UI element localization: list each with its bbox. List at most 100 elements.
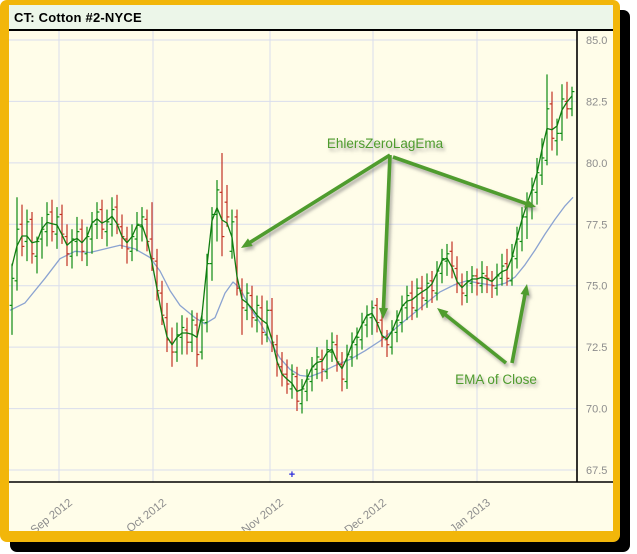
ohlc-bar xyxy=(564,81,570,119)
x-axis-label: Dec 2012 xyxy=(343,497,389,531)
annotation-label: EhlersZeroLagEma xyxy=(327,136,444,151)
ohlc-bar xyxy=(569,86,575,117)
ohlc-bar xyxy=(94,202,100,240)
grid-lines xyxy=(9,31,577,482)
ohlc-bar xyxy=(499,253,505,286)
crosshair-plus-marker: + xyxy=(289,469,295,481)
ohlc-bar xyxy=(154,248,160,301)
annotation-arrow-line xyxy=(392,155,529,206)
ohlc-bar xyxy=(549,91,555,151)
ohlc-bar xyxy=(174,322,180,362)
window-title: CT: Cotton #2-NYCE xyxy=(14,9,142,25)
ehlers-zero-lag-ema-line xyxy=(11,95,573,393)
ohlc-bars xyxy=(9,74,575,414)
ohlc-bar xyxy=(229,209,235,259)
x-axis-label: Nov 2012 xyxy=(240,497,286,531)
y-axis-label: 77.5 xyxy=(586,219,607,231)
ohlc-bar xyxy=(89,212,95,254)
annotation-ehlerszerolagema: EhlersZeroLagEma xyxy=(241,136,536,319)
annotation-arrow-head xyxy=(524,199,536,208)
ohlc-bar xyxy=(514,226,520,269)
x-axis-label: Oct 2012 xyxy=(125,497,169,531)
annotation-arrow-head xyxy=(437,308,449,319)
ohlc-bar xyxy=(389,320,395,355)
chart-window-inner: CT: Cotton #2-NYCE 85.0 82.5 80.0 77.5 75.0 7… xyxy=(9,5,613,531)
ohlc-bar xyxy=(444,243,450,276)
ohlc-bar xyxy=(504,248,510,286)
date-axis-labels: Sep 2012 Oct 2012 Nov 2012 Dec 2012 Jan 2013 xyxy=(29,497,493,531)
ohlc-bar xyxy=(39,216,45,259)
annotation-label: EMA of Close xyxy=(455,372,537,387)
ohlc-bar xyxy=(559,84,565,141)
y-axis-label: 67.5 xyxy=(586,465,607,477)
ohlc-bar xyxy=(289,364,295,399)
ohlc-bar xyxy=(329,332,335,362)
annotation-arrow-head xyxy=(378,307,388,319)
ohlc-bar xyxy=(399,295,405,333)
y-axis-label: 75.0 xyxy=(586,281,607,293)
ohlc-bar xyxy=(29,212,35,264)
ohlc-bar xyxy=(364,305,370,338)
ohlc-bar xyxy=(319,349,325,382)
ohlc-bar xyxy=(44,202,50,247)
ohlc-bar xyxy=(99,199,105,240)
chart-window: CT: Cotton #2-NYCE 85.0 82.5 80.0 77.5 75.0 7… xyxy=(0,0,620,542)
ohlc-bar xyxy=(49,199,55,242)
ohlc-bar xyxy=(124,226,130,264)
ohlc-bar xyxy=(189,310,195,353)
ohlc-bar xyxy=(424,273,430,308)
x-axis-label: Sep 2012 xyxy=(29,497,75,531)
ohlc-bar xyxy=(414,278,420,318)
ohlc-bar xyxy=(54,207,60,249)
ohlc-bar xyxy=(539,138,545,185)
price-chart-canvas[interactable]: 85.0 82.5 80.0 77.5 75.0 72.5 70.0 67.5 Sep 2012… xyxy=(9,31,613,531)
annotation-arrow-line xyxy=(381,154,392,311)
annotation-arrow-head xyxy=(520,284,530,296)
ohlc-bar xyxy=(474,268,480,296)
ohlc-bar xyxy=(134,212,140,252)
price-chart[interactable]: 85.0 82.5 80.0 77.5 75.0 72.5 70.0 67.5 Sep 2012… xyxy=(9,31,613,531)
ohlc-bar xyxy=(294,366,300,412)
ohlc-bar xyxy=(194,312,200,367)
annotation-arrow-line xyxy=(510,292,528,364)
ohlc-bar xyxy=(244,283,250,321)
ohlc-bar xyxy=(544,74,550,166)
ohlc-bar xyxy=(339,352,345,392)
annotation-arrow-line xyxy=(442,312,508,365)
price-axis-labels: 85.0 82.5 80.0 77.5 75.0 72.5 70.0 67.5 xyxy=(586,35,607,477)
ohlc-bar xyxy=(74,216,80,257)
title-bar[interactable]: CT: Cotton #2-NYCE xyxy=(9,5,613,31)
ohlc-bar xyxy=(334,334,340,372)
ohlc-bar xyxy=(494,263,500,296)
ohlc-bar xyxy=(249,285,255,328)
ohlc-bar xyxy=(394,310,400,343)
ohlc-bar xyxy=(429,270,435,303)
ohlc-bar xyxy=(369,300,375,335)
ohlc-bar xyxy=(209,207,215,281)
y-axis-label: 72.5 xyxy=(586,342,607,354)
ohlc-bar xyxy=(184,317,190,355)
ohlc-bar xyxy=(179,315,185,355)
ohlc-bar xyxy=(79,219,85,262)
ohlc-bar xyxy=(129,224,135,262)
ohlc-bar xyxy=(324,339,330,380)
annotation-arrow-line xyxy=(247,153,391,245)
ohlc-bar xyxy=(359,312,365,350)
ohlc-bar xyxy=(24,209,30,262)
ohlc-bar xyxy=(354,327,360,360)
ohlc-bar xyxy=(439,248,445,284)
ohlc-bar xyxy=(199,312,205,360)
ohlc-bar xyxy=(449,241,455,279)
ohlc-bar xyxy=(284,359,290,394)
ohlc-bar xyxy=(309,356,315,392)
ohlc-bar xyxy=(239,278,245,335)
ohlc-bar xyxy=(264,300,270,343)
annotation-ema-of-close: EMA of Close xyxy=(437,284,537,387)
ohlc-bar xyxy=(19,204,25,257)
ohlc-bar xyxy=(14,197,20,291)
ohlc-bar xyxy=(219,153,225,257)
ema-of-close-line xyxy=(9,196,574,378)
ohlc-bar xyxy=(404,285,410,321)
ohlc-bar xyxy=(224,184,230,227)
